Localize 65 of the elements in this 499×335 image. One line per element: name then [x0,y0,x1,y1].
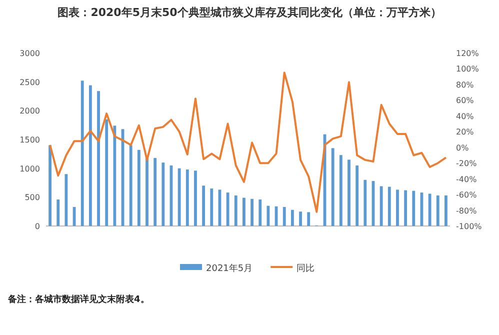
y2-tick-label: -20% [456,159,478,168]
bar [348,160,350,226]
bar [202,186,206,226]
y-tick-label: 2000 [20,106,40,116]
bar [250,198,254,226]
bar [194,170,197,226]
y2-tick-label: 80% [456,80,474,90]
bar [266,206,270,226]
bar [210,188,214,226]
bar [436,195,440,226]
legend-label: 同比 [296,263,315,274]
bar [380,186,383,226]
bar [64,174,68,226]
chart-title: 图表：2020年5月末50个典型城市狭义库存及其同比变化（单位：万平方米） [58,6,442,19]
bar [97,91,100,226]
y2-tick-label: 120% [456,49,480,58]
y2-tick-label: -100% [456,222,482,231]
y-tick-label: 2500 [20,78,40,87]
bar [364,180,367,226]
y-tick-label: 500 [24,193,40,202]
bar [88,85,92,226]
y2-tick-label: -60% [456,190,478,200]
y-tick-label: 3000 [20,49,40,58]
bar [404,190,408,226]
bar [226,192,230,226]
bar [258,199,262,226]
y2-tick-label: 20% [456,128,474,137]
y2-tick-label: 0% [456,143,470,152]
bar [282,206,286,226]
bar [242,198,246,226]
y2-tick-label: -40% [456,174,478,184]
bar [113,126,116,226]
bar [137,150,140,226]
bar [186,169,189,226]
y-tick-label: 0 [34,222,40,231]
y2-tick-label: 100% [456,64,480,74]
bar [396,190,399,226]
bar [234,195,238,226]
bar [146,156,148,226]
bar [105,119,108,226]
legend-label: 2021年5月 [206,263,253,274]
bar [307,212,310,226]
y2-tick-label: -80% [456,206,478,216]
bar [331,148,334,226]
bar [388,186,391,226]
bar [339,155,342,226]
bar [178,168,181,226]
bar [412,190,416,226]
bar [162,162,165,226]
bar [56,199,60,226]
y-tick-label: 1500 [20,136,40,144]
y-tick-label: 1000 [20,164,40,174]
text: 备注：各城市数据详见文末附表4。 [7,294,150,305]
bar [428,194,432,226]
bar [48,145,52,226]
line-series [49,72,447,213]
bar [129,145,132,226]
y2-tick-label: 60% [456,96,474,106]
bar [80,80,84,226]
bar [444,195,448,226]
bar [154,158,157,226]
bar [356,165,359,226]
bar [299,212,302,226]
bar [290,210,294,226]
y2-tick-label: 40% [456,112,474,121]
